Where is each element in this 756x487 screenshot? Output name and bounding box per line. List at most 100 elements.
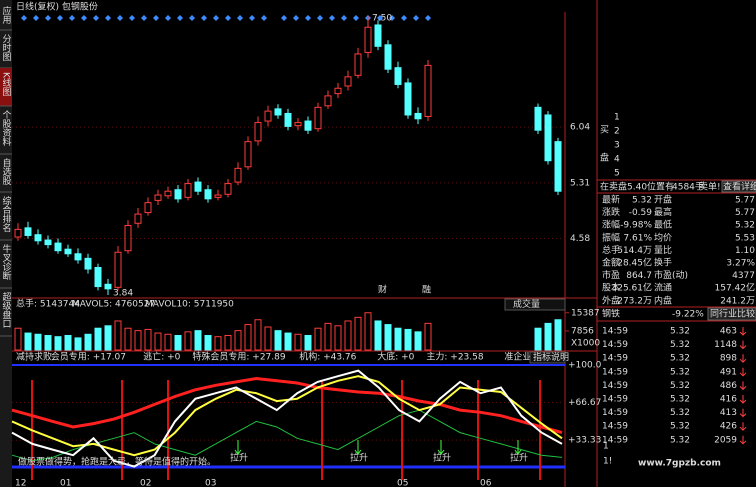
candle-body [124, 225, 132, 252]
y-tick-label: 6.04 [570, 123, 590, 133]
trade-volume: 413 [720, 408, 737, 418]
candle-body [134, 213, 142, 224]
quote-value: 241.2万 [720, 296, 755, 306]
order-level: 1 [614, 113, 620, 123]
trade-volume: 463 [720, 327, 737, 337]
candle-body [174, 189, 182, 200]
x-tick-label: 02 [140, 479, 151, 487]
candle-body [314, 106, 322, 130]
sidebar-tab[interactable]: 超级盘口 [1, 291, 12, 328]
footer-text: 1! [603, 457, 612, 467]
order-level: 3 [614, 141, 620, 151]
volume-bar [74, 337, 82, 351]
candle-body [154, 194, 162, 201]
signal-diamond [105, 15, 111, 21]
candle-body [424, 64, 432, 117]
candle-body [274, 108, 282, 116]
trade-arrow [739, 408, 747, 418]
volume-selector[interactable]: 成交量 [513, 298, 540, 310]
sidebar-tab[interactable]: 牛叉诊断 [1, 243, 12, 281]
signal-diamond [45, 15, 51, 21]
volume-bar [354, 316, 362, 351]
volume-bar [224, 334, 232, 351]
candle-body [374, 24, 382, 47]
trade-time: 14:59 [602, 327, 628, 337]
volume-bar [344, 320, 352, 351]
signal-diamond [401, 15, 407, 21]
quote-value: 157.42亿 [715, 282, 756, 294]
trade-volume: 2059 [714, 435, 737, 445]
y-tick-label: 5.31 [570, 178, 590, 188]
candle-body [64, 248, 72, 255]
sidebar-tab[interactable]: 应用 [1, 5, 12, 25]
industry-button-label[interactable]: 同行业比较 [710, 308, 755, 320]
signal-diamond [213, 15, 219, 21]
alert-flag: 卖单! [699, 181, 721, 193]
trade-arrow [739, 327, 747, 336]
x-tick-label: 06 [480, 479, 492, 487]
candle-body [164, 190, 172, 197]
sidebar-tab[interactable]: 综合排名 [1, 195, 12, 233]
trade-time: 14:59 [602, 367, 628, 377]
signal-arrow [354, 440, 362, 455]
volume-bar [274, 330, 282, 351]
volume-bar [104, 325, 112, 351]
indicator-header: 准企业: [504, 351, 534, 363]
industry-button[interactable] [707, 307, 756, 321]
candle-body [104, 283, 112, 290]
sidebar-tab[interactable]: 分时图 [1, 34, 12, 62]
signal-diamond [117, 15, 123, 21]
signal-diamond [353, 15, 359, 21]
quote-value: 864.7 [626, 271, 652, 281]
candle-body [74, 253, 82, 261]
candle-body [84, 257, 92, 270]
selector-box[interactable] [504, 298, 566, 311]
sidebar-tab[interactable]: 自选股 [1, 157, 12, 186]
signal-diamond [329, 15, 335, 21]
candle-body [244, 141, 252, 168]
help-button-label[interactable]: 指标说明 [533, 351, 569, 363]
candle-body [404, 82, 412, 116]
sidebar-tab[interactable]: K线图 [1, 72, 12, 97]
candle-body [204, 189, 212, 200]
indicator-header: 会员专用: +17.07 [51, 351, 126, 363]
candle-body [54, 242, 62, 252]
y-tick-label: 4.58 [570, 234, 590, 244]
signal-diamond [165, 15, 171, 21]
alert-link[interactable]: 查看详细 [723, 181, 756, 193]
volume-bar [94, 327, 102, 351]
volume-bar [84, 333, 92, 351]
volume-bar [244, 324, 252, 351]
volume-bar [44, 334, 52, 351]
volume-bar [404, 328, 412, 351]
trade-volume: 486 [720, 381, 737, 391]
trade-price: 5.32 [670, 408, 690, 418]
quote-label: 开盘 [654, 194, 672, 206]
trade-arrow [739, 422, 747, 431]
candle-body [354, 53, 362, 76]
candle-body [394, 67, 402, 85]
y-tick-label: 7856 [571, 326, 594, 336]
x-tick-label: 01 [60, 479, 71, 487]
x-tick-label: 12 [15, 479, 26, 487]
signal-label: 拉升 [350, 452, 368, 464]
volume-ma5: MAVOL5: 4760527 [72, 300, 155, 310]
quote-label: 涨幅 [602, 219, 620, 231]
volume-bar [234, 330, 242, 351]
signal-diamond [281, 15, 287, 21]
quote-label: 最高 [654, 206, 672, 218]
trade-price: 5.32 [670, 340, 690, 350]
sidebar-tab[interactable]: 个股资料 [1, 110, 12, 147]
trade-time: 14:59 [602, 422, 628, 432]
volume-bar [554, 319, 562, 351]
indicator-note: 做股票做得势，抢跑是大忌，等待是值得的开始。 [18, 456, 216, 468]
alert-link-box[interactable] [721, 180, 756, 193]
volume-bar [134, 330, 142, 351]
indicator-header: 逃亡: +0 [143, 351, 180, 363]
help-button[interactable] [529, 351, 566, 364]
trade-price: 5.32 [670, 422, 690, 432]
event-marker: 财 [378, 284, 387, 296]
trade-time: 14:59 [602, 435, 628, 445]
quote-label: 外盘 [602, 294, 620, 306]
signal-diamond [153, 15, 159, 21]
